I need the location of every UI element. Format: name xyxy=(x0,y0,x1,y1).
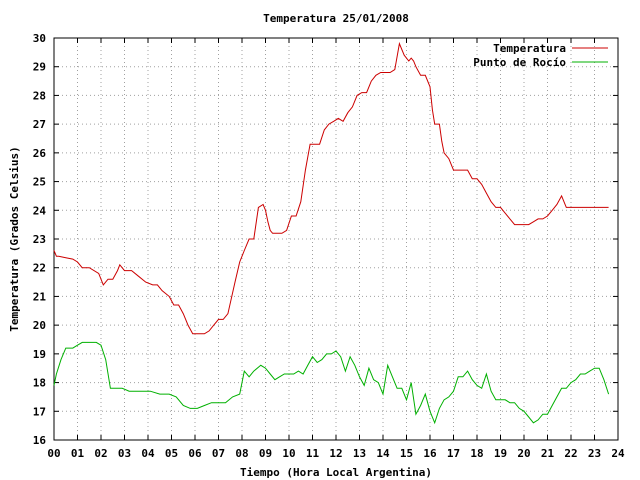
x-tick-label: 02 xyxy=(94,447,107,460)
y-tick-label: 26 xyxy=(33,147,47,160)
y-tick-label: 21 xyxy=(33,290,47,303)
series-lines xyxy=(53,41,610,425)
y-tick-label: 24 xyxy=(33,204,47,217)
y-tick-label: 23 xyxy=(33,233,46,246)
y-tick-label: 30 xyxy=(33,32,46,45)
y-tick-label: 19 xyxy=(33,348,46,361)
x-tick-label: 22 xyxy=(564,447,577,460)
x-tick-label: 10 xyxy=(282,447,295,460)
x-tick-label: 03 xyxy=(118,447,131,460)
y-tick-label: 18 xyxy=(33,377,46,390)
y-tick-label: 28 xyxy=(33,89,46,102)
y-tick-label: 20 xyxy=(33,319,46,332)
x-tick-label: 20 xyxy=(517,447,530,460)
x-tick-label: 04 xyxy=(141,447,155,460)
x-tick-label: 07 xyxy=(212,447,225,460)
series-line-temperatura xyxy=(53,41,609,335)
y-tick-label: 29 xyxy=(33,61,46,74)
series-line-punto-de-rocio xyxy=(53,341,610,425)
x-tick-label: 23 xyxy=(588,447,601,460)
x-tick-label: 14 xyxy=(376,447,390,460)
x-tick-label: 06 xyxy=(188,447,202,460)
x-tick-label: 17 xyxy=(447,447,460,460)
x-tick-label: 21 xyxy=(541,447,555,460)
ticks: 00 01 02 03 04 05 06 07 08 09 10 11 12 13 14 15 16 17 18 19… xyxy=(33,32,625,460)
x-tick-label: 08 xyxy=(235,447,248,460)
x-tick-label: 15 xyxy=(400,447,413,460)
y-tick-label: 22 xyxy=(33,262,46,275)
legend-label-punto-de-rocio: Punto de Rocío xyxy=(473,56,566,69)
x-tick-label: 24 xyxy=(611,447,625,460)
x-tick-label: 16 xyxy=(423,447,437,460)
x-tick-label: 18 xyxy=(470,447,483,460)
x-tick-label: 00 xyxy=(47,447,60,460)
x-tick-label: 01 xyxy=(71,447,85,460)
x-axis-title: Tiempo (Hora Local Argentina) xyxy=(240,466,432,479)
x-tick-label: 12 xyxy=(329,447,342,460)
chart-title: Temperatura 25/01/2008 xyxy=(263,12,409,25)
x-tick-label: 19 xyxy=(494,447,507,460)
legend-label-temperatura: Temperatura xyxy=(493,42,566,55)
x-tick-label: 09 xyxy=(259,447,272,460)
x-tick-label: 13 xyxy=(353,447,366,460)
grid xyxy=(54,38,618,440)
x-tick-label: 05 xyxy=(165,447,178,460)
y-tick-label: 25 xyxy=(33,176,46,189)
x-tick-label: 11 xyxy=(306,447,320,460)
y-axis-title: Temperatura (Grados Celsius) xyxy=(8,146,21,331)
y-tick-label: 17 xyxy=(33,405,46,418)
y-tick-label: 27 xyxy=(33,118,46,131)
legend: Temperatura Punto de Rocío xyxy=(473,42,608,69)
y-tick-label: 16 xyxy=(33,434,47,447)
